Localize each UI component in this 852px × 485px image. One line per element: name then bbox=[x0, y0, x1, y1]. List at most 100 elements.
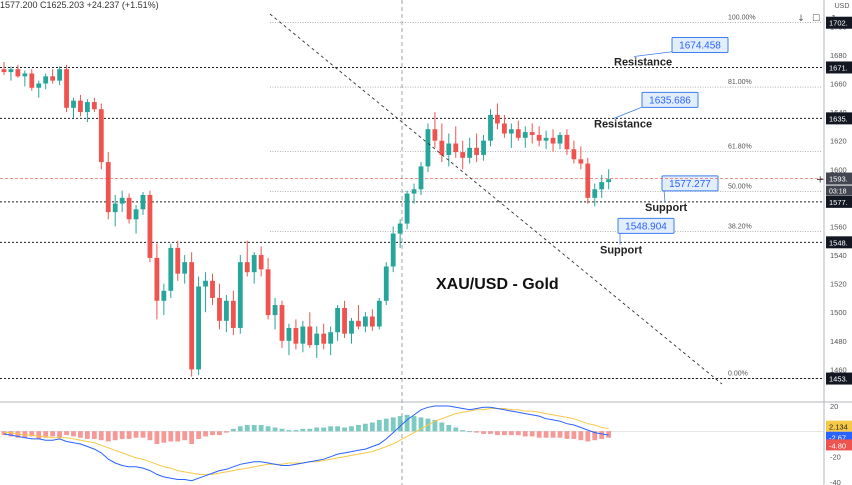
candle-body bbox=[182, 262, 188, 274]
histogram-bar bbox=[529, 431, 535, 437]
price-tick-label: 1560 bbox=[830, 222, 847, 231]
callout-value: 1548.904 bbox=[625, 221, 667, 232]
trend-line bbox=[269, 13, 723, 385]
callout-pointer bbox=[613, 105, 645, 119]
candle-body bbox=[606, 179, 612, 183]
candle-body bbox=[432, 129, 438, 141]
histogram-bar bbox=[453, 427, 459, 432]
histogram-bar bbox=[8, 431, 14, 437]
candle-body bbox=[550, 137, 556, 144]
level-label: Support bbox=[600, 244, 642, 256]
histogram-bar bbox=[515, 431, 521, 436]
candle-body bbox=[189, 262, 195, 370]
price-tag-bg bbox=[826, 236, 852, 249]
histogram-bar bbox=[133, 431, 139, 438]
price-tag-label: 1548. bbox=[829, 238, 848, 247]
price-tag-label: 1577. bbox=[829, 198, 848, 207]
histogram-bar bbox=[105, 431, 111, 442]
candle-body bbox=[265, 269, 271, 316]
candle-body bbox=[78, 100, 83, 113]
candle-body bbox=[564, 134, 570, 150]
ohlc-readout: 1577.200 C1625.203 +24.237 (+1.51%) bbox=[0, 0, 159, 10]
candle-body bbox=[349, 320, 354, 334]
price-tag-label: 1702. bbox=[829, 19, 848, 28]
histogram-bar bbox=[481, 431, 486, 434]
scroll-down-icon[interactable]: ↓ bbox=[797, 14, 805, 24]
candle-body bbox=[383, 266, 389, 301]
histogram-bar bbox=[390, 417, 396, 432]
candle-body bbox=[411, 189, 417, 194]
square-icon[interactable]: ☐ bbox=[811, 14, 821, 24]
histogram-bar bbox=[383, 418, 389, 432]
histogram-bar bbox=[349, 426, 354, 432]
price-tag-label: 1453. bbox=[829, 375, 848, 384]
price-tick-label: 1660 bbox=[830, 79, 847, 88]
currency-label: USD bbox=[835, 3, 850, 10]
histogram-bar bbox=[182, 431, 188, 441]
histogram-bar bbox=[140, 431, 146, 438]
histogram-bar bbox=[376, 419, 382, 432]
histogram-bar bbox=[488, 431, 493, 434]
histogram-bar bbox=[321, 427, 327, 432]
price-tag-bg bbox=[826, 112, 852, 125]
candle-body bbox=[15, 69, 21, 77]
price-tick-label: 1620 bbox=[830, 137, 847, 146]
candle-body bbox=[446, 143, 452, 155]
histogram-bar bbox=[71, 431, 76, 437]
histogram-bar bbox=[189, 431, 195, 444]
candle-body bbox=[599, 182, 605, 190]
histogram-bar bbox=[571, 431, 577, 439]
candle-body bbox=[43, 76, 49, 84]
histogram-bar bbox=[502, 431, 507, 436]
candle-body bbox=[515, 129, 521, 138]
fib-level-label: 38.20% bbox=[728, 223, 752, 230]
histogram-bar bbox=[175, 431, 181, 442]
price-tag-label: 1671. bbox=[829, 63, 848, 72]
callout-value: 1577.277 bbox=[669, 179, 711, 190]
candle-body bbox=[272, 305, 278, 316]
histogram-bar bbox=[467, 431, 473, 433]
candle-body bbox=[230, 300, 236, 328]
callout-box bbox=[641, 91, 699, 108]
candle-body bbox=[224, 300, 229, 321]
histogram-bar bbox=[15, 431, 21, 438]
indicator-tag-label: -4.80 bbox=[829, 441, 846, 450]
price-tag-bg bbox=[826, 16, 852, 29]
histogram-bar bbox=[432, 419, 438, 432]
fib-level-label: 81.00% bbox=[728, 79, 752, 86]
histogram-bar bbox=[91, 431, 97, 439]
histogram-bar bbox=[258, 425, 264, 432]
candle-body bbox=[140, 194, 146, 210]
histogram-bar bbox=[536, 431, 542, 438]
candle-body bbox=[356, 320, 361, 327]
candle-body bbox=[286, 327, 292, 341]
candle-body bbox=[91, 102, 97, 110]
candle-body bbox=[29, 73, 35, 88]
candle-body bbox=[307, 326, 313, 346]
indicator-tick-label: 20 bbox=[830, 402, 838, 411]
candle-body bbox=[279, 305, 285, 341]
candle-body bbox=[418, 166, 424, 190]
candle-body bbox=[522, 132, 528, 138]
histogram-bar bbox=[369, 422, 375, 432]
candle-body bbox=[404, 193, 410, 224]
callout-value: 1635.686 bbox=[649, 95, 691, 106]
price-tag-bg bbox=[826, 195, 852, 208]
fib-level-label: 50.00% bbox=[728, 183, 752, 190]
histogram-bar bbox=[293, 430, 299, 432]
callout-value: 1674.458 bbox=[679, 40, 721, 51]
candle-body bbox=[481, 140, 486, 155]
candle-body bbox=[36, 83, 42, 88]
histogram-bar bbox=[98, 431, 104, 441]
candle-body bbox=[244, 262, 250, 273]
histogram-bar bbox=[29, 431, 35, 437]
candle-body bbox=[467, 147, 473, 158]
candle-body bbox=[126, 197, 132, 220]
candle-body bbox=[495, 114, 500, 124]
histogram-bar bbox=[196, 431, 201, 439]
histogram-bar bbox=[154, 431, 160, 444]
indicator-tag-label: -2.67 bbox=[829, 434, 846, 443]
histogram-bar bbox=[606, 431, 612, 438]
candle-body bbox=[453, 143, 459, 153]
